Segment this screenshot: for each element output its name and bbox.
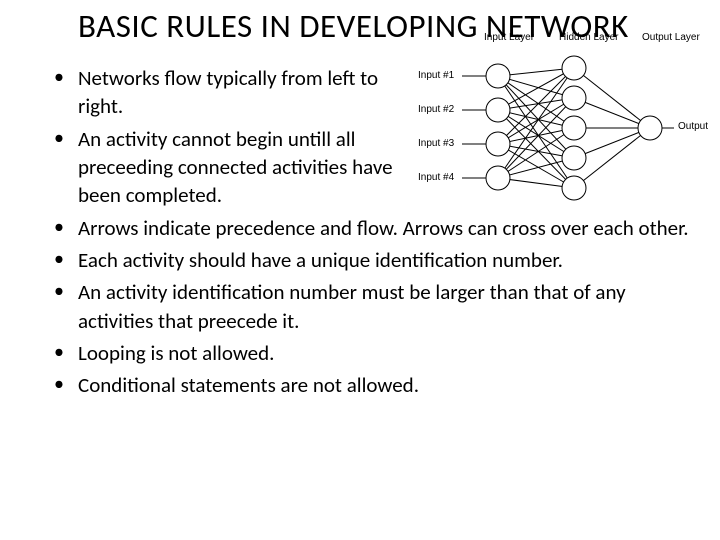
svg-text:Input #1: Input #1 <box>418 70 455 81</box>
bullet-item: An activity cannot begin untill all prec… <box>48 125 418 210</box>
svg-text:Input #4: Input #4 <box>418 172 455 183</box>
svg-text:Input #2: Input #2 <box>418 104 455 115</box>
bullet-item: Networks flow typically from left to rig… <box>48 64 418 121</box>
bullet-item: An activity identification number must b… <box>48 278 702 335</box>
bullet-item: Looping is not allowed. <box>48 339 702 367</box>
svg-text:Hidden Layer: Hidden Layer <box>559 32 619 43</box>
bullet-item: Conditional statements are not allowed. <box>48 371 702 399</box>
svg-text:Output Layer: Output Layer <box>642 32 700 43</box>
bullet-item: Arrows indicate precedence and flow. Arr… <box>48 214 702 242</box>
neural-network-diagram: Input Layer Hidden Layer Output Layer Input… <box>414 32 710 206</box>
svg-text:Input #3: Input #3 <box>418 138 455 149</box>
bullet-item: Each activity should have a unique ident… <box>48 246 702 274</box>
svg-text:Output: Output <box>678 121 708 132</box>
slide-root: BASIC RULES IN DEVELOPING NETWORK Input … <box>0 0 720 540</box>
svg-text:Input Layer: Input Layer <box>484 32 535 43</box>
